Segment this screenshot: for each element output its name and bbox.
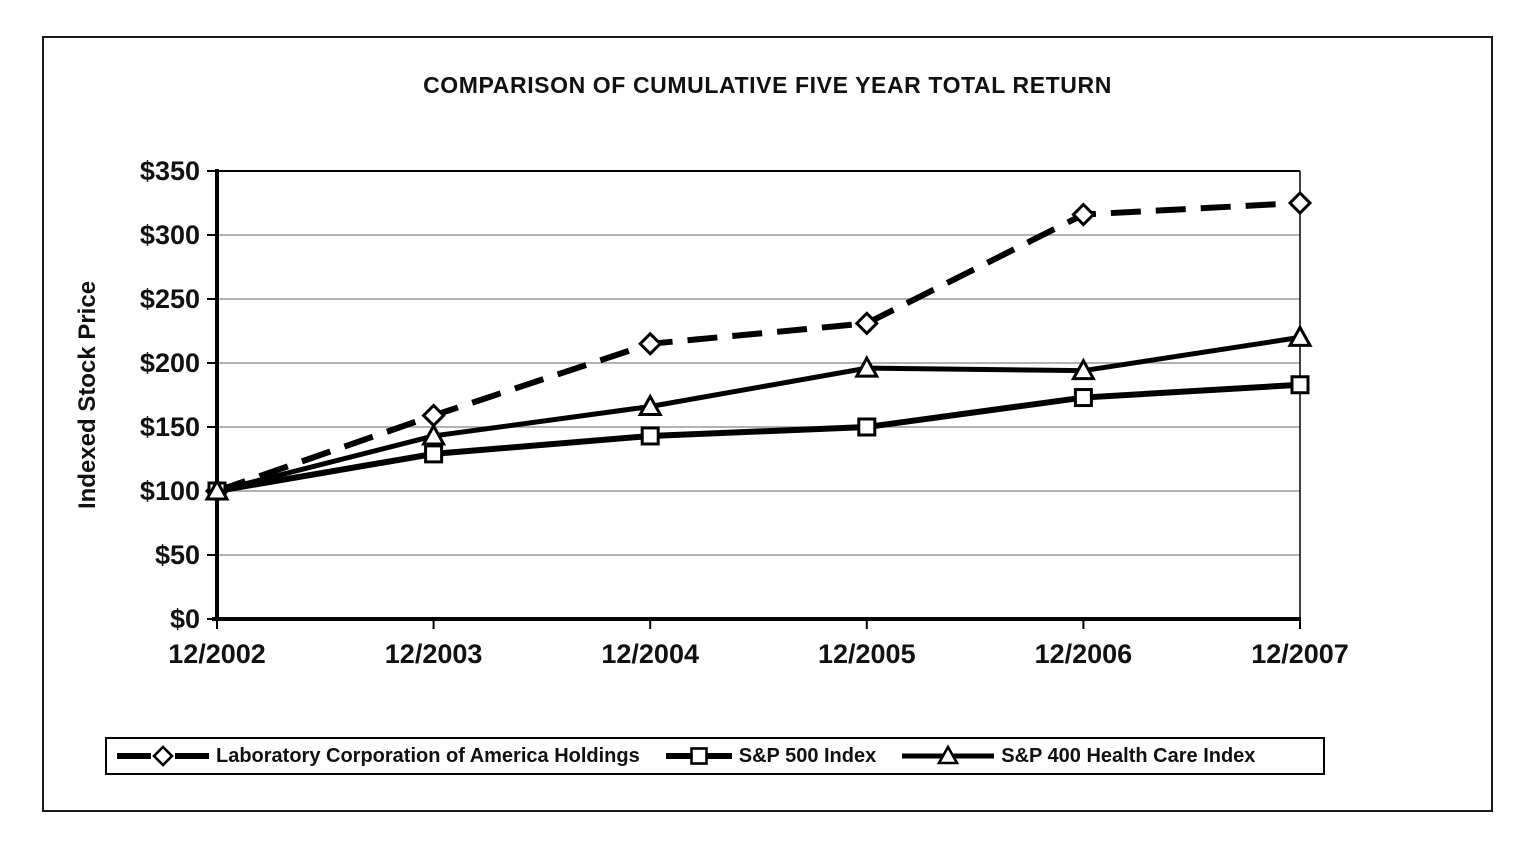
diamond-marker-labcorp <box>638 331 663 356</box>
x-tick-label: 12/2006 <box>1034 639 1133 669</box>
series-line-labcorp <box>216 200 1301 494</box>
triangle-marker-sp-400-health-care <box>1070 357 1096 381</box>
square-marker-sp-500 <box>1073 388 1093 408</box>
legend-diamond-line-icon <box>117 745 209 767</box>
x-tick-label: 12/2005 <box>817 639 916 669</box>
triangle-marker-sp-400-health-care <box>421 422 447 446</box>
plot-area <box>204 169 1313 629</box>
legend-label: Laboratory Corporation of America Holdin… <box>216 744 640 767</box>
y-tick-label: $0 <box>169 604 200 634</box>
figure-border: COMPARISON OF CUMULATIVE FIVE YEAR TOTAL… <box>42 36 1493 812</box>
legend-triangle-line-icon <box>902 744 995 765</box>
x-tick-label: 12/2004 <box>601 639 699 669</box>
y-tick-label: $250 <box>139 284 200 314</box>
diamond-marker-labcorp <box>1287 190 1313 216</box>
legend-square-line-icon <box>665 747 732 765</box>
diamond-marker-labcorp <box>1071 202 1096 227</box>
legend-label: S&P 400 Health Care Index <box>1001 744 1256 767</box>
x-tick-label: 12/2002 <box>168 639 266 669</box>
x-tick-label: 12/2003 <box>384 639 483 669</box>
series-line-sp-500 <box>216 381 1301 494</box>
x-tick-label: 12/2007 <box>1251 639 1349 669</box>
square-marker-sp-500 <box>1290 375 1310 395</box>
triangle-marker-sp-400-health-care <box>1287 324 1313 347</box>
chart-title: COMPARISON OF CUMULATIVE FIVE YEAR TOTAL… <box>423 72 1112 98</box>
y-tick-label: $150 <box>139 412 200 442</box>
y-tick-label: $50 <box>154 540 200 570</box>
y-tick-label: $200 <box>139 348 200 378</box>
y-tick-label: $100 <box>139 476 200 506</box>
legend-box: Laboratory Corporation of America Holdin… <box>105 737 1325 775</box>
triangle-marker-sp-400-health-care <box>204 477 230 501</box>
triangle-marker-sp-400-health-care <box>854 355 880 378</box>
square-marker-sp-500 <box>857 417 877 437</box>
legend-item-sp-400-health-care: S&P 400 Health Care Index <box>902 744 1255 768</box>
y-tick-label: $300 <box>139 220 200 250</box>
legend-item-sp-500: S&P 500 Index <box>665 744 877 768</box>
square-marker-sp-500 <box>640 426 660 446</box>
diamond-marker-labcorp <box>421 403 446 428</box>
series-line-sp-400-health-care <box>216 334 1301 494</box>
legend-item-labcorp: Laboratory Corporation of America Holdin… <box>117 744 640 768</box>
y-tick-label: $350 <box>139 156 200 186</box>
diamond-marker-labcorp <box>854 311 879 336</box>
legend-label: S&P 500 Index <box>738 744 877 767</box>
triangle-marker-sp-400-health-care <box>637 393 663 417</box>
square-marker-sp-500 <box>424 444 444 464</box>
